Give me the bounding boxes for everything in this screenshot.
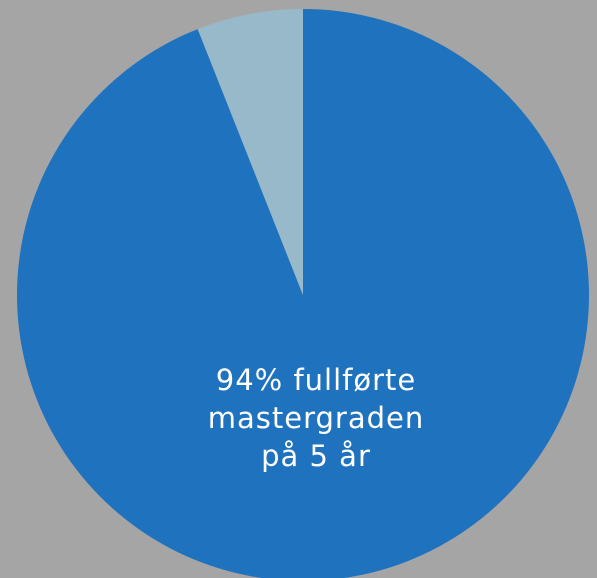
slice-label: 94% fullførte — [216, 363, 416, 397]
slice-label: på 5 år — [261, 439, 371, 473]
pie-slice — [17, 9, 589, 578]
pie-slice — [197, 8, 303, 295]
slice-label: mastergraden — [208, 401, 425, 435]
